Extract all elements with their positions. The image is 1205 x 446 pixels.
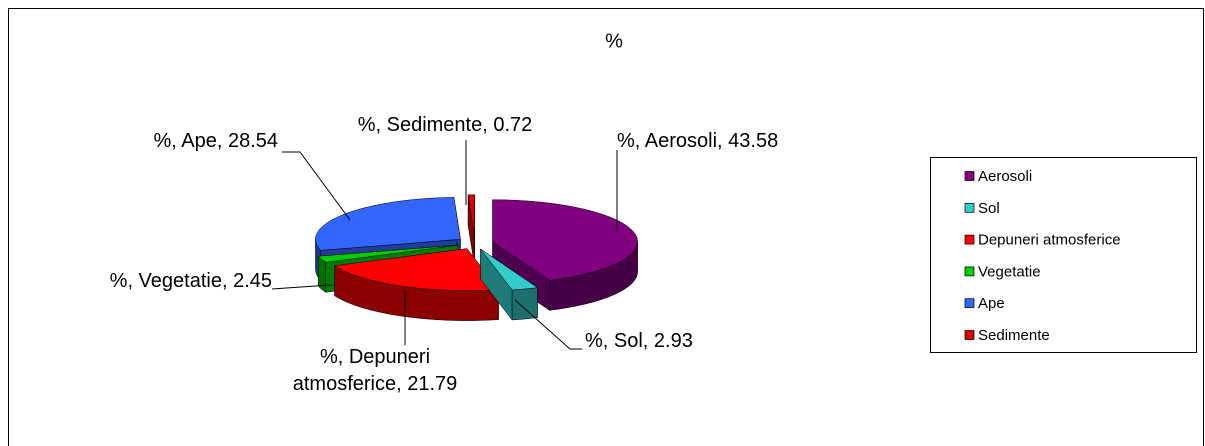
slice-top — [333, 248, 499, 291]
data-label: %, Sedimente, 0.72 — [357, 114, 533, 136]
legend-label: Aerosoli — [978, 168, 1032, 185]
slice-top — [467, 194, 475, 237]
slice-top — [315, 197, 461, 251]
pie-slice — [333, 247, 499, 321]
legend-swatch — [964, 171, 975, 181]
chart-title: % — [605, 30, 623, 52]
legend-box — [930, 157, 1197, 353]
legend-swatch — [964, 298, 975, 309]
data-label: %, Vegetatie, 2.45 — [109, 270, 272, 292]
leader-line — [271, 284, 331, 290]
slice-top — [492, 199, 638, 281]
legend-swatch — [964, 202, 975, 213]
legend-label: Vegetatie — [978, 263, 1041, 280]
slice-top — [317, 244, 459, 263]
chart-frame — [8, 8, 1204, 446]
legend-swatch — [964, 330, 975, 340]
legend-label: Depuneri atmosferice — [978, 232, 1121, 249]
data-label: %, Aerosoli, 43.58 — [617, 130, 779, 152]
slice-wall — [511, 287, 538, 321]
legend-label: Ape — [978, 295, 1005, 312]
leader-line — [282, 151, 351, 221]
data-label: %, Sol, 2.93 — [585, 330, 693, 352]
leader-line — [514, 299, 582, 350]
slice-top — [480, 248, 539, 291]
data-label: %, Ape, 28.54 — [153, 130, 278, 152]
data-label: %, Depuneri atmosferice, 21.79 — [292, 346, 458, 395]
legend-swatch — [964, 266, 975, 277]
pie-slice — [480, 248, 539, 321]
legend-label: Sol — [978, 200, 1000, 217]
legend-label: Sedimente — [978, 327, 1050, 344]
pie-slice — [467, 194, 475, 267]
legend-swatch — [964, 234, 975, 245]
